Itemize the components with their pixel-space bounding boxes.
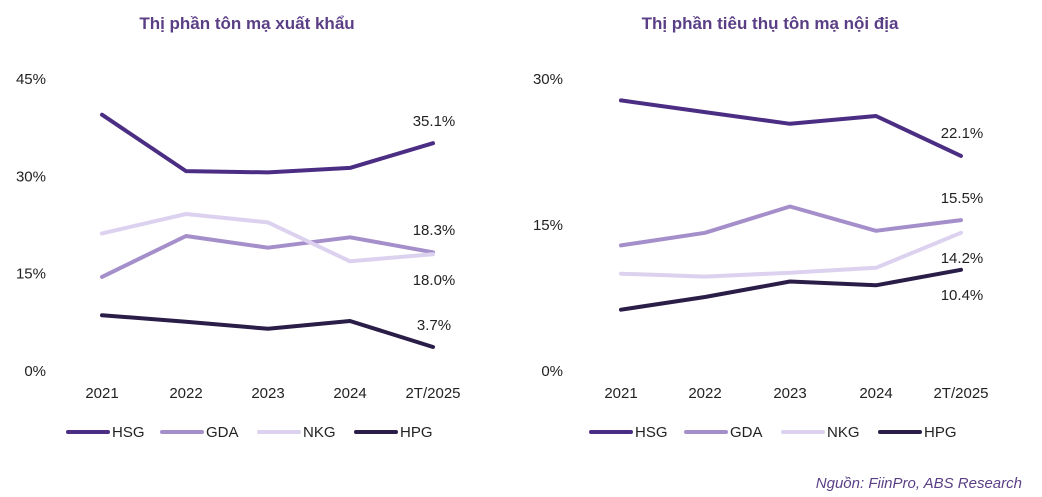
legend-label-hsg: HSG [112,424,145,441]
x-tick-label: 2022 [688,385,721,402]
x-tick-label: 2021 [85,385,118,402]
end-label-hsg: 35.1% [413,113,456,130]
series-line-hpg [100,313,435,349]
y-tick-label: 30% [533,71,563,88]
x-tick-label: 2024 [859,385,892,402]
series-line-gda [619,204,963,248]
legend-label-nkg: NKG [827,424,860,441]
y-tick-label: 45% [16,71,46,88]
legend-label-nkg: NKG [303,424,336,441]
y-tick-label: 0% [541,363,563,380]
x-tick-label: 2024 [333,385,366,402]
x-tick-label: 2022 [169,385,202,402]
legend-label-gda: GDA [730,424,763,441]
y-tick-label: 15% [16,266,46,283]
x-tick-label: 2023 [773,385,806,402]
chart-title: Thị phần tôn mạ xuất khẩu [139,14,354,33]
chart-export-share: Thị phần tôn mạ xuất khẩu 0% 15% 30% 45% 2021… [16,14,461,441]
end-label-hsg: 22.1% [941,125,984,142]
legend-label-hpg: HPG [924,424,957,441]
x-tick-label: 2021 [604,385,637,402]
x-tick-label: 2023 [251,385,284,402]
chart-domestic-share: Thị phần tiêu thụ tôn mạ nội địa 0% 15% 30%… [533,14,989,441]
end-label-nkg: 18.0% [413,272,456,289]
x-tick-label: 2T/2025 [405,385,460,402]
legend-label-hpg: HPG [400,424,433,441]
source-note: Nguồn: FiinPro, ABS Research [816,475,1022,492]
y-tick-label: 30% [16,168,46,185]
legend-label-gda: GDA [206,424,239,441]
series-line-hsg [100,112,435,175]
end-label-gda: 15.5% [941,190,984,207]
series-line-hsg [619,98,963,158]
x-tick-label: 2T/2025 [933,385,988,402]
y-tick-label: 0% [24,363,46,380]
end-label-gda: 18.3% [413,222,456,239]
legend-label-hsg: HSG [635,424,668,441]
end-label-nkg: 14.2% [941,250,984,267]
y-tick-label: 15% [533,217,563,234]
end-label-hpg: 10.4% [941,287,984,304]
chart-title: Thị phần tiêu thụ tôn mạ nội địa [642,14,899,33]
end-label-hpg: 3.7% [417,317,451,334]
